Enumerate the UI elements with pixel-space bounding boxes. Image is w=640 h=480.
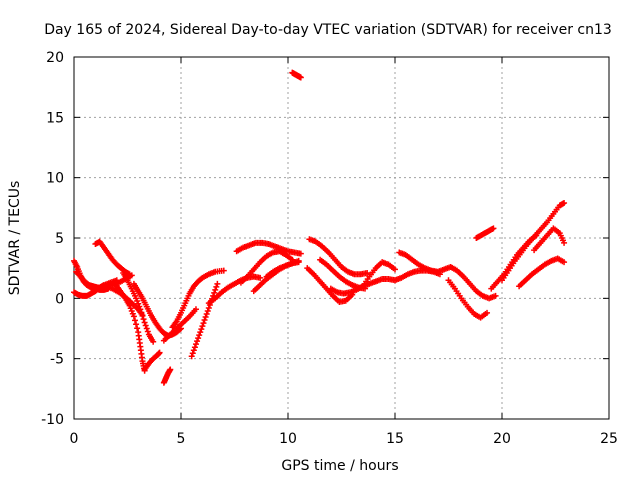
data-point — [198, 326, 205, 333]
data-point — [204, 308, 211, 315]
data-point — [156, 349, 163, 356]
data-point — [141, 319, 148, 326]
data-point — [192, 306, 199, 313]
data-point — [130, 313, 137, 320]
x-tick-label: 5 — [177, 431, 186, 447]
grid-lines — [74, 57, 609, 419]
data-point — [561, 259, 568, 266]
data-point — [214, 280, 221, 287]
x-tick-label: 10 — [279, 431, 297, 447]
x-tick-label: 15 — [386, 431, 404, 447]
data-point — [190, 347, 197, 354]
data-point — [257, 274, 264, 281]
data-point — [203, 311, 210, 318]
y-axis-label: SDTVAR / TECUs — [7, 181, 23, 296]
data-point — [140, 316, 147, 323]
x-axis-label: GPS time / hours — [281, 458, 398, 474]
data-point — [191, 344, 198, 351]
data-point — [202, 314, 209, 321]
x-tick-label: 0 — [70, 431, 79, 447]
x-tick-label: 25 — [600, 431, 618, 447]
x-axis-tick-labels: 0 5 10 15 20 25 — [70, 431, 618, 447]
data-points — [71, 69, 568, 386]
data-point — [212, 286, 219, 293]
axis-ticks — [73, 56, 610, 420]
data-point — [131, 317, 138, 324]
data-point — [561, 200, 568, 207]
y-tick-label: 20 — [46, 50, 64, 66]
data-point — [211, 289, 218, 296]
data-point — [197, 329, 204, 336]
y-axis-tick-labels: -10 -5 0 5 10 15 20 — [41, 50, 64, 428]
data-point — [189, 350, 196, 357]
data-point — [144, 328, 151, 335]
data-point — [297, 74, 304, 81]
data-point — [196, 332, 203, 339]
data-point — [436, 271, 443, 278]
y-tick-label: 15 — [46, 110, 64, 126]
data-point — [192, 341, 199, 348]
data-point — [134, 325, 141, 332]
data-point — [142, 322, 149, 329]
data-point — [195, 335, 202, 342]
x-tick-label: 20 — [493, 431, 511, 447]
data-point — [143, 325, 150, 332]
y-tick-label: -5 — [50, 352, 64, 368]
y-tick-label: 5 — [55, 231, 64, 247]
data-point — [133, 321, 140, 328]
data-point — [150, 338, 157, 345]
y-tick-label: -10 — [41, 412, 64, 428]
data-point — [199, 323, 206, 330]
data-point — [220, 267, 227, 274]
data-point — [201, 317, 208, 324]
data-point — [561, 239, 568, 246]
data-point — [200, 320, 207, 327]
data-point — [188, 353, 195, 360]
data-point — [138, 309, 145, 316]
data-point — [295, 257, 302, 264]
chart-title: Day 165 of 2024, Sidereal Day-to-day VTE… — [44, 22, 612, 38]
data-point — [297, 250, 304, 257]
y-tick-label: 10 — [46, 171, 64, 187]
data-point — [364, 269, 371, 276]
data-point — [137, 306, 144, 313]
data-point — [484, 309, 491, 316]
data-point — [194, 338, 201, 345]
y-tick-label: 0 — [55, 291, 64, 307]
data-point — [492, 292, 499, 299]
data-point — [490, 225, 497, 232]
data-point — [167, 366, 174, 373]
data-point — [126, 271, 133, 278]
data-point — [213, 283, 220, 290]
data-point — [392, 266, 398, 273]
data-point — [139, 312, 146, 319]
